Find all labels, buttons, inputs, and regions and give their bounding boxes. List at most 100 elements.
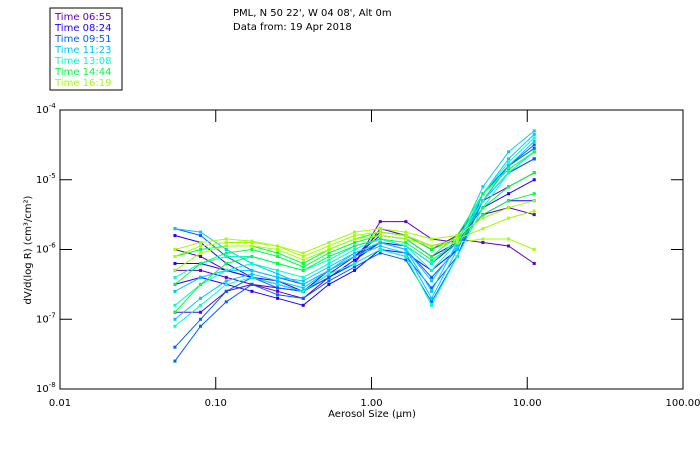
data-point bbox=[199, 231, 202, 234]
data-point bbox=[379, 238, 382, 241]
data-point bbox=[353, 241, 356, 244]
data-point bbox=[225, 269, 228, 272]
data-point bbox=[276, 293, 279, 296]
data-point bbox=[533, 199, 536, 202]
data-point bbox=[199, 248, 202, 251]
data-point bbox=[173, 248, 176, 251]
data-point bbox=[173, 311, 176, 314]
data-point bbox=[507, 157, 510, 160]
data-point bbox=[173, 318, 176, 321]
data-point bbox=[276, 269, 279, 272]
data-point bbox=[327, 272, 330, 275]
data-point bbox=[327, 245, 330, 248]
data-point bbox=[327, 241, 330, 244]
x-tick-label: 0.10 bbox=[205, 398, 227, 409]
chart-title-line-2: Data from: 19 Apr 2018 bbox=[233, 22, 352, 33]
data-point bbox=[456, 255, 459, 258]
data-point bbox=[327, 279, 330, 282]
y-tick-label: 10-4 bbox=[36, 102, 56, 116]
data-point bbox=[481, 238, 484, 241]
data-point bbox=[353, 262, 356, 265]
data-point bbox=[173, 360, 176, 363]
data-point bbox=[533, 150, 536, 153]
data-point bbox=[173, 234, 176, 237]
data-point bbox=[302, 286, 305, 289]
data-point bbox=[225, 300, 228, 303]
data-point bbox=[199, 241, 202, 244]
data-point bbox=[225, 255, 228, 258]
data-point bbox=[225, 279, 228, 282]
series-line bbox=[175, 141, 534, 291]
legend-entry: Time 14:44 bbox=[54, 67, 111, 78]
data-point bbox=[327, 269, 330, 272]
data-point bbox=[507, 245, 510, 248]
data-point bbox=[481, 199, 484, 202]
data-point bbox=[481, 241, 484, 244]
data-point bbox=[199, 325, 202, 328]
data-point bbox=[276, 297, 279, 300]
data-point bbox=[173, 262, 176, 265]
data-point bbox=[302, 276, 305, 279]
data-point bbox=[250, 290, 253, 293]
data-point bbox=[404, 245, 407, 248]
data-point bbox=[199, 311, 202, 314]
data-point bbox=[379, 234, 382, 237]
data-point bbox=[353, 255, 356, 258]
data-point bbox=[199, 283, 202, 286]
data-point bbox=[353, 251, 356, 254]
data-point bbox=[327, 258, 330, 261]
data-point bbox=[430, 269, 433, 272]
data-point bbox=[481, 227, 484, 230]
data-point bbox=[353, 248, 356, 251]
data-point bbox=[199, 304, 202, 307]
data-point bbox=[507, 168, 510, 171]
data-point bbox=[533, 157, 536, 160]
x-tick-label: 0.01 bbox=[49, 398, 71, 409]
y-tick-label: 10-8 bbox=[36, 381, 56, 395]
data-point bbox=[250, 240, 253, 243]
data-point bbox=[302, 255, 305, 258]
data-point bbox=[404, 238, 407, 241]
data-point bbox=[199, 251, 202, 254]
data-point bbox=[404, 220, 407, 223]
data-point bbox=[302, 283, 305, 286]
data-point bbox=[533, 213, 536, 216]
series-line bbox=[175, 134, 534, 319]
data-point bbox=[404, 255, 407, 258]
data-point bbox=[430, 262, 433, 265]
data-point bbox=[456, 238, 459, 241]
data-point bbox=[276, 279, 279, 282]
data-point bbox=[456, 245, 459, 248]
data-point bbox=[379, 220, 382, 223]
data-point bbox=[379, 245, 382, 248]
data-point bbox=[276, 251, 279, 254]
data-point bbox=[225, 245, 228, 248]
data-point bbox=[225, 262, 228, 265]
data-point bbox=[173, 227, 176, 230]
data-point bbox=[199, 234, 202, 237]
data-point bbox=[250, 248, 253, 251]
data-point bbox=[225, 290, 228, 293]
data-point bbox=[327, 276, 330, 279]
legend-entry: Time 09:51 bbox=[54, 34, 111, 45]
data-point bbox=[173, 290, 176, 293]
data-point bbox=[327, 265, 330, 268]
data-point bbox=[404, 248, 407, 251]
data-point bbox=[481, 217, 484, 220]
data-point bbox=[507, 217, 510, 220]
data-point bbox=[276, 283, 279, 286]
data-point bbox=[481, 213, 484, 216]
legend-entry: Time 11:23 bbox=[54, 45, 111, 56]
data-point bbox=[430, 245, 433, 248]
data-point bbox=[276, 262, 279, 265]
data-point bbox=[302, 258, 305, 261]
y-tick-label: 10-7 bbox=[36, 311, 56, 325]
y-tick-label: 10-6 bbox=[36, 242, 56, 256]
data-point bbox=[302, 251, 305, 254]
data-point bbox=[353, 238, 356, 241]
data-point bbox=[379, 241, 382, 244]
data-point bbox=[533, 171, 536, 174]
data-point bbox=[430, 279, 433, 282]
